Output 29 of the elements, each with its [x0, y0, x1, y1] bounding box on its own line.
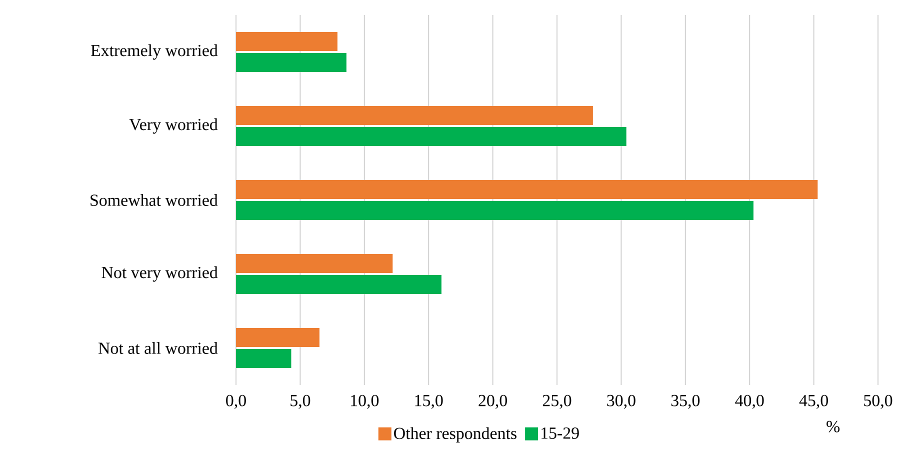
y-tick-label: Not at all worried: [98, 342, 218, 354]
x-tick-label: 40,0: [735, 394, 764, 409]
bar: [236, 349, 292, 368]
bar: [236, 180, 818, 200]
x-tick-label: 45,0: [799, 394, 828, 409]
y-tick-label: Extremely worried: [90, 44, 218, 60]
bar: [236, 275, 442, 294]
bar: [236, 254, 393, 274]
x-tick-label: 10,0: [351, 394, 379, 409]
x-tick-label: 35,0: [671, 394, 700, 409]
y-tick-label: Somewhat worried: [90, 194, 218, 206]
bar: [236, 127, 626, 146]
y-tick-label: Not very worried: [102, 266, 218, 282]
bar: [236, 106, 593, 126]
x-tick-label: 30,0: [607, 394, 636, 409]
x-tick-label: 25,0: [542, 394, 572, 409]
x-tick-label: 0,0: [226, 394, 246, 409]
bar: [236, 32, 338, 52]
x-tick-label: 15,0: [415, 394, 443, 409]
x-tick-label: 50,0: [864, 394, 892, 409]
y-tick-label: Very worried: [129, 118, 218, 134]
bar: [236, 201, 754, 220]
x-tick-label: 5,0: [290, 394, 310, 409]
x-tick-label: 20,0: [478, 394, 507, 409]
bar: [236, 328, 320, 348]
legend-label: Other respondents: [394, 427, 516, 443]
legend-label: 15-29: [542, 427, 579, 439]
x-axis-title: %: [826, 420, 840, 432]
bar: [236, 53, 346, 72]
